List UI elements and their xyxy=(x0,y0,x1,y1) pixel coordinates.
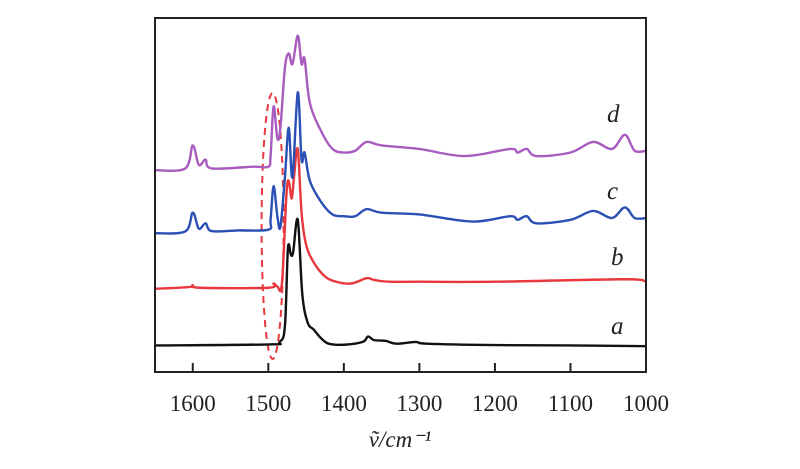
plot-frame xyxy=(154,17,647,373)
curve-label-a: a xyxy=(611,313,624,340)
x-ticks: 1600 1500 1400 1300 1200 1100 1000 xyxy=(170,363,669,416)
x-axis-label: ṽ/cm⁻¹ xyxy=(369,427,432,452)
curve-labels: a b c d xyxy=(607,101,624,340)
series-line-d xyxy=(154,34,647,172)
x-tick-label: 1200 xyxy=(472,391,518,416)
x-tick-label: 1400 xyxy=(321,391,367,416)
curve-label-d: d xyxy=(607,101,620,128)
x-tick-label: 1100 xyxy=(548,391,593,416)
x-tick-label: 1600 xyxy=(170,391,216,416)
series-line-a xyxy=(154,217,647,348)
series-line-b xyxy=(154,146,647,293)
x-tick-label: 1000 xyxy=(623,391,669,416)
curve-label-b: b xyxy=(611,244,624,271)
x-tick-label: 1300 xyxy=(396,391,442,416)
curves xyxy=(154,34,647,360)
highlight-ellipse xyxy=(260,92,285,360)
series-line-c xyxy=(154,91,647,235)
x-tick-label: 1500 xyxy=(245,391,291,416)
curve-label-c: c xyxy=(607,178,618,205)
